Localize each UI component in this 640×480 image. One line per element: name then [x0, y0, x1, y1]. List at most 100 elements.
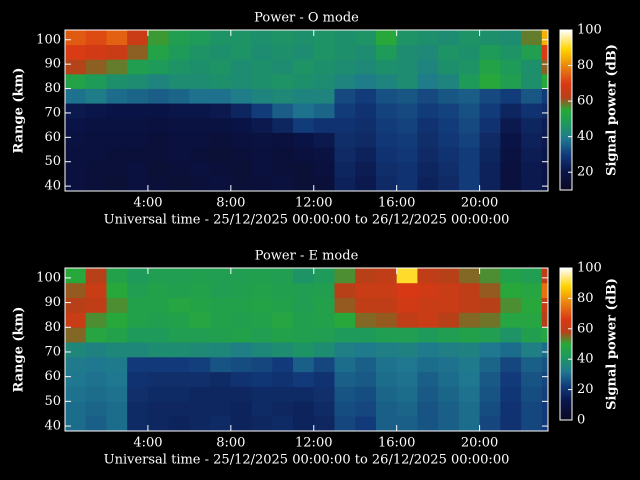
heatmap-cell: [458, 132, 480, 148]
heatmap-cell: [396, 416, 418, 432]
x-tick-label: 8:00: [216, 436, 245, 451]
heatmap-cell: [65, 356, 87, 373]
y-tick-label: 90: [44, 57, 61, 72]
heatmap-cell: [438, 342, 460, 358]
heatmap-cell: [106, 103, 128, 119]
heatmap-cell: [127, 297, 149, 313]
heatmap-cell: [106, 73, 128, 89]
heatmap-cell: [189, 327, 211, 343]
colorbar-tick-label: 80: [577, 58, 594, 73]
heatmap-cell: [375, 132, 398, 148]
heatmap-cell: [438, 73, 460, 89]
heatmap-cell: [396, 30, 418, 46]
heatmap-cell: [479, 117, 501, 133]
heatmap-cell: [210, 176, 232, 192]
heatmap-cell: [417, 73, 439, 89]
heatmap-cell: [210, 282, 232, 299]
heatmap-cell: [168, 88, 190, 104]
heatmap-cell: [189, 282, 211, 299]
colorbar-tick-label: 20: [577, 165, 594, 180]
heatmap-cell: [500, 401, 522, 417]
heatmap-cell: [541, 356, 549, 373]
heatmap-cell: [479, 268, 501, 284]
heatmap-cell: [230, 59, 252, 75]
heatmap-cell: [85, 356, 107, 373]
heatmap-cell: [230, 117, 252, 133]
heatmap-cell: [500, 132, 522, 148]
heatmap-cell: [85, 297, 107, 313]
heatmap-cell: [500, 161, 522, 177]
heatmap-cell: [313, 147, 335, 163]
heatmap-cell: [313, 30, 335, 46]
heatmap-cell: [251, 176, 273, 192]
heatmap-cell: [396, 88, 418, 104]
heatmap-cell: [334, 147, 356, 163]
heatmap-cell: [147, 132, 170, 148]
heatmap-cell: [334, 356, 356, 373]
colorbar-tick-label: 100: [577, 23, 602, 38]
heatmap-cell: [375, 356, 398, 373]
heatmap-cell: [147, 356, 170, 373]
heatmap-cell: [479, 371, 501, 387]
heatmap-cell: [272, 103, 294, 119]
heatmap-cell: [500, 327, 522, 343]
heatmap-cell: [375, 59, 398, 75]
heatmap-cell: [521, 356, 543, 373]
heatmap-cell: [355, 268, 377, 284]
heatmap-cell: [313, 401, 335, 417]
heatmap-cell: [251, 282, 273, 299]
heatmap-cell: [147, 386, 170, 402]
heatmap-cell: [458, 356, 480, 373]
heatmap-cell: [189, 312, 211, 328]
heatmap-cell: [251, 297, 273, 313]
heatmap-cell: [500, 371, 522, 387]
heatmap-cell: [479, 416, 501, 432]
heatmap-cell: [479, 147, 501, 163]
plot-frame: [64, 29, 549, 192]
heatmap-cell: [230, 282, 252, 299]
heatmap-cell: [541, 103, 549, 119]
heatmap-cell: [147, 73, 170, 89]
heatmap-cell: [210, 44, 232, 60]
heatmap-cell: [189, 342, 211, 358]
heatmap-cell: [500, 88, 522, 104]
heatmap-cell: [458, 30, 480, 46]
heatmap-cell: [521, 327, 543, 343]
heatmap-cell: [106, 44, 128, 60]
heatmap-cell: [438, 282, 460, 299]
heatmap-cell: [251, 312, 273, 328]
heatmap-cell: [458, 44, 480, 60]
heatmap-cell: [355, 73, 377, 89]
heatmap-cell: [272, 282, 294, 299]
heatmap-cell: [106, 282, 128, 299]
heatmap-cell: [272, 161, 294, 177]
heatmap-cell: [293, 147, 315, 163]
heatmap-cell: [541, 117, 549, 133]
heatmap-cell: [355, 117, 377, 133]
heatmap-cell: [479, 103, 501, 119]
heatmap-cell: [521, 312, 543, 328]
heatmap-cell: [438, 297, 460, 313]
y-tick-label: 70: [44, 105, 61, 120]
heatmap-cell: [313, 282, 335, 299]
heatmap-cell: [106, 147, 128, 163]
heatmap-cell: [334, 312, 356, 328]
heatmap-cell: [251, 268, 273, 284]
heatmap-cell: [127, 44, 149, 60]
heatmap-cell: [272, 297, 294, 313]
heatmap-cell: [334, 30, 356, 46]
heatmap-cell: [210, 132, 232, 148]
heatmap-cell: [251, 103, 273, 119]
heatmap-cell: [65, 282, 87, 299]
heatmap-cell: [210, 312, 232, 328]
heatmap-cell: [458, 371, 480, 387]
heatmap-cell: [417, 342, 439, 358]
colorbar: [559, 267, 573, 421]
heatmap-cell: [168, 147, 190, 163]
heatmap-cell: [189, 371, 211, 387]
heatmap-cell: [293, 312, 315, 328]
x-tick-label: 12:00: [295, 196, 332, 211]
heatmap-cell: [127, 132, 149, 148]
heatmap-cell: [272, 59, 294, 75]
